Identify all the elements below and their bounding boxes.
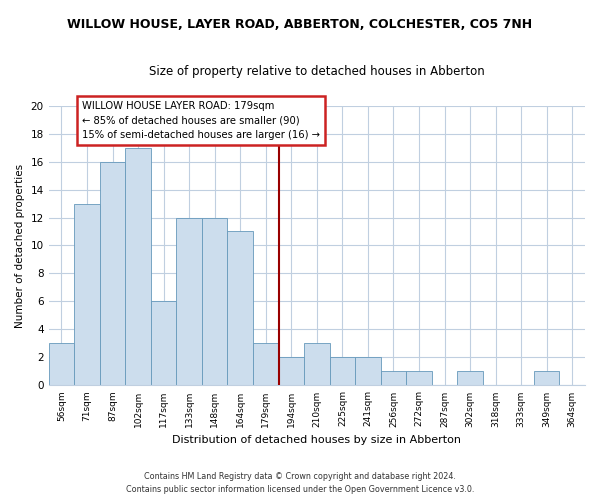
Bar [202, 218, 227, 386]
Bar [125, 148, 151, 386]
Bar [380, 372, 406, 386]
Bar [227, 232, 253, 386]
X-axis label: Distribution of detached houses by size in Abberton: Distribution of detached houses by size … [172, 435, 461, 445]
Text: WILLOW HOUSE LAYER ROAD: 179sqm
← 85% of detached houses are smaller (90)
15% of: WILLOW HOUSE LAYER ROAD: 179sqm ← 85% of… [82, 102, 320, 140]
Text: WILLOW HOUSE, LAYER ROAD, ABBERTON, COLCHESTER, CO5 7NH: WILLOW HOUSE, LAYER ROAD, ABBERTON, COLC… [67, 18, 533, 30]
Bar [304, 344, 329, 386]
Bar [534, 372, 559, 386]
Y-axis label: Number of detached properties: Number of detached properties [15, 164, 25, 328]
Bar [151, 302, 176, 386]
Bar [253, 344, 278, 386]
Bar [49, 344, 74, 386]
Bar [355, 358, 380, 386]
Bar [329, 358, 355, 386]
Bar [457, 372, 483, 386]
Bar [100, 162, 125, 386]
Text: Contains HM Land Registry data © Crown copyright and database right 2024.
Contai: Contains HM Land Registry data © Crown c… [126, 472, 474, 494]
Bar [74, 204, 100, 386]
Bar [406, 372, 432, 386]
Title: Size of property relative to detached houses in Abberton: Size of property relative to detached ho… [149, 65, 485, 78]
Bar [278, 358, 304, 386]
Bar [176, 218, 202, 386]
